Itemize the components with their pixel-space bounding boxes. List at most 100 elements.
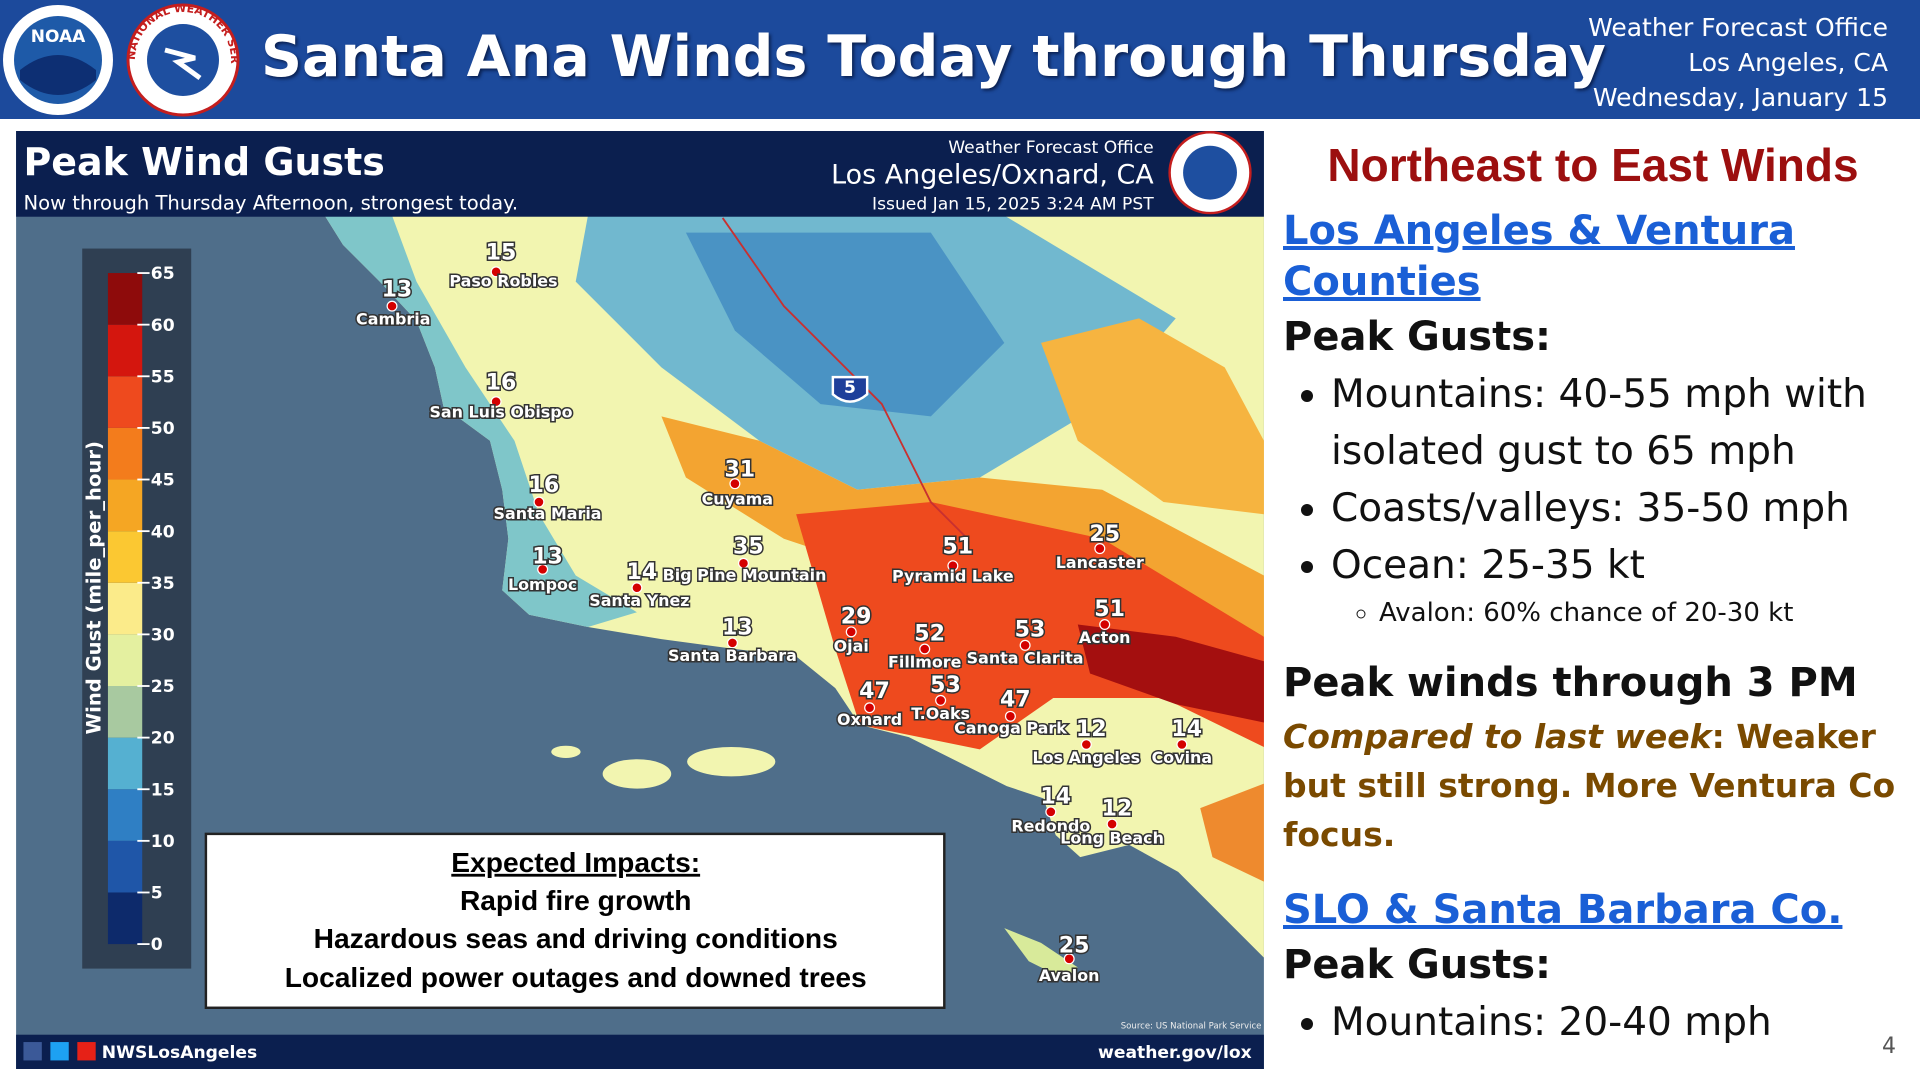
interstate-shield	[831, 375, 869, 403]
station-dot	[845, 626, 857, 638]
station-value: 53	[1015, 618, 1046, 643]
legend-swatch	[107, 376, 143, 428]
station-name: Santa Ynez	[589, 591, 689, 610]
station-dot	[1080, 738, 1092, 751]
section-link[interactable]: Los Angeles & Ventura Counties	[1283, 208, 1795, 305]
legend-tick-label: 15	[151, 780, 175, 800]
legend-tick-label: 60	[151, 316, 175, 336]
station-name: Long Beach	[1060, 829, 1164, 848]
legend-tick-label: 0	[151, 935, 163, 955]
map-subtitle: Now through Thursday Afternoon, stronges…	[23, 191, 518, 214]
inland-zone	[1200, 783, 1264, 882]
station-value: 25	[1059, 934, 1090, 959]
legend-swatch	[107, 789, 143, 841]
station-value: 14	[1040, 784, 1071, 809]
island	[551, 745, 581, 758]
sub-bullet: Avalon: 60% chance of 20-30 kt	[1379, 594, 1903, 632]
station-dot	[386, 300, 398, 312]
comparison-label: Compared to last week	[1283, 717, 1712, 756]
legend-tick-label: 65	[151, 264, 175, 284]
station-name: Los Angeles	[1033, 748, 1141, 767]
map-website: weather.gov/lox	[1098, 1043, 1252, 1063]
legend-tick-label: 20	[151, 729, 175, 749]
station-name: Santa Clarita	[967, 649, 1084, 668]
map-office: Weather Forecast Office	[948, 138, 1153, 158]
station-name: Santa Maria	[494, 504, 602, 523]
map-header	[16, 131, 1264, 217]
station-dot	[864, 702, 876, 714]
station-value: 15	[486, 241, 517, 266]
bullets: Mountains: 20-40 mph	[1283, 994, 1903, 1051]
station-value: 35	[733, 534, 764, 559]
station-value: 53	[930, 673, 961, 698]
bullet: Mountains: 40-55 mph with isolated gust …	[1331, 366, 1903, 480]
page-number: 4	[1882, 1034, 1896, 1059]
section-label: Peak Gusts:	[1283, 314, 1552, 360]
station-name: Paso Robles	[449, 272, 557, 291]
station-name: Cuyama	[702, 489, 773, 508]
legend-label: Wind Gust (mile_per_hour)	[83, 441, 106, 734]
station-dot	[726, 637, 738, 649]
legend-tick-label: 45	[151, 471, 175, 491]
station-name: Big Pine Mountain	[663, 565, 827, 584]
interstate-line	[721, 217, 969, 540]
bullet: Mountains: 20-40 mph	[1331, 994, 1903, 1051]
legend-swatch	[107, 737, 143, 790]
comparison-text: : Weaker but still strong. More Ventura …	[1283, 717, 1896, 854]
legend-swatch	[107, 531, 143, 583]
station-value: 13	[722, 615, 753, 640]
office: Weather Forecast Office Los Angeles, CA …	[1588, 10, 1888, 115]
legend-tick-label: 55	[151, 367, 175, 387]
station-value: 51	[1094, 597, 1125, 622]
map: 5 Peak Wind Gusts Now through Thursday A…	[16, 131, 1264, 1069]
coastal-zone	[324, 215, 637, 627]
station-name: T.Oaks	[911, 704, 970, 723]
station-dot	[533, 496, 545, 508]
station-dot	[1176, 738, 1188, 751]
legend-tick-label: 40	[151, 522, 175, 542]
station-value: 12	[1102, 797, 1133, 822]
stations: 15 Paso Robles 13 Cambria 16 San Luis Obispo 1…	[355, 239, 1214, 986]
station-dot	[1099, 618, 1111, 631]
island	[602, 759, 672, 789]
station-name: Redondo	[1011, 816, 1090, 835]
legend-swatch	[107, 273, 143, 325]
office-line: Weather Forecast Office	[1588, 13, 1888, 42]
station-name: Santa Barbara	[668, 646, 797, 665]
legend-tick-label: 25	[151, 677, 175, 697]
panel-heading: Northeast to East Winds	[1327, 139, 1859, 191]
station-name: Lompoc	[508, 575, 577, 594]
station-dot	[490, 396, 502, 408]
legend-tick-label: 30	[151, 626, 175, 646]
station-name: Pyramid Lake	[892, 567, 1014, 586]
legend-swatch	[107, 427, 143, 480]
bullets: Mountains: 40-55 mph with isolated gust …	[1283, 366, 1903, 632]
map-social: NWSLosAngeles	[102, 1043, 257, 1063]
station-name: Covina	[1152, 748, 1212, 767]
station-dot	[919, 643, 931, 655]
section-label: Peak Gusts:	[1283, 942, 1552, 988]
legend-tick-label: 50	[151, 419, 175, 439]
legend-tick-label: 10	[151, 832, 175, 852]
interstate-label: 5	[844, 378, 856, 398]
map-footer	[16, 1034, 1264, 1069]
desert-zone	[1041, 318, 1264, 515]
legend-swatch	[107, 479, 143, 532]
legend-swatch	[107, 686, 143, 738]
map-issued: Issued Jan 15, 2025 3:24 AM PST	[872, 194, 1154, 214]
station-name: Oxnard	[837, 710, 902, 729]
legend-swatch	[107, 840, 143, 893]
legend-swatch	[107, 324, 143, 377]
section-link[interactable]: SLO & Santa Barbara Co.	[1283, 887, 1843, 933]
station-value: 13	[382, 277, 413, 302]
station-value: 16	[486, 370, 517, 395]
station-dot	[1004, 710, 1016, 722]
station-name: San Luis Obispo	[429, 403, 572, 422]
core-zone	[1077, 624, 1264, 723]
impacts-heading: Expected Impacts:	[451, 847, 700, 878]
station-dot	[631, 582, 643, 594]
legend-tick-label: 35	[151, 574, 175, 594]
station-value: 13	[532, 544, 563, 569]
station-dot	[537, 563, 549, 575]
station-name: Avalon	[1039, 966, 1100, 985]
